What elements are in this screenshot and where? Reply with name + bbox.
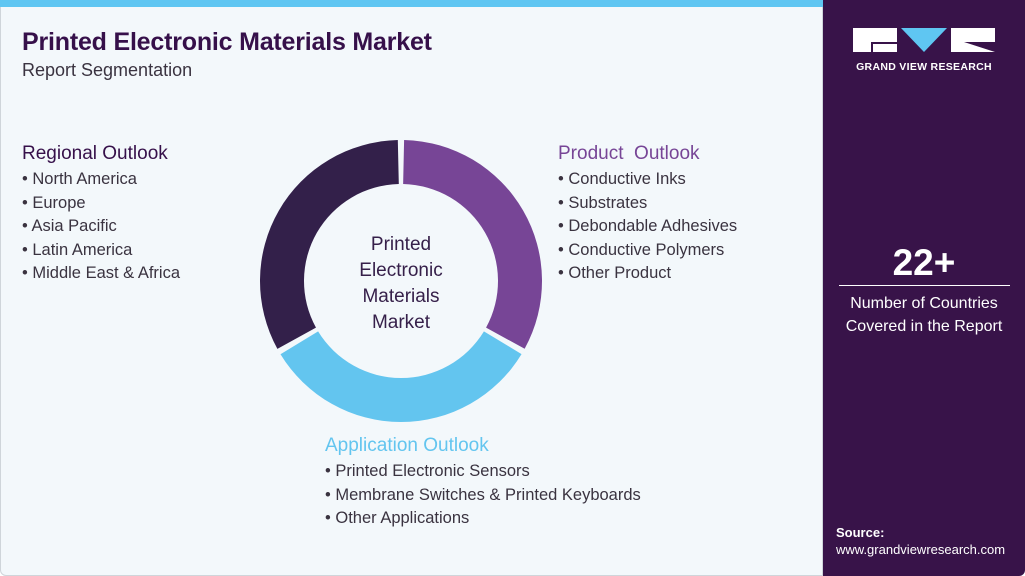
source-url[interactable]: www.grandviewresearch.com <box>836 542 1006 557</box>
countries-description: Number of Countries Covered in the Repor… <box>823 292 1025 338</box>
sidebar-panel <box>823 0 1025 576</box>
regional-heading: Regional Outlook <box>22 143 168 164</box>
list-item: Middle East & Africa <box>22 262 180 286</box>
list-item: Conductive Polymers <box>558 239 737 263</box>
top-accent-bar <box>0 0 823 7</box>
countries-stat: 22+ <box>892 242 956 283</box>
list-item: Printed Electronic Sensors <box>325 460 641 484</box>
center-line: Printed <box>370 234 432 255</box>
center-line: Market <box>371 312 431 333</box>
list-item: Debondable Adhesives <box>558 215 737 239</box>
list-item: Europe <box>22 192 180 216</box>
list-item: Asia Pacific <box>22 215 180 239</box>
divider <box>839 285 1010 286</box>
list-item: Membrane Switches & Printed Keyboards <box>325 484 640 508</box>
regional-outlook: Regional Outlook North America Europe As… <box>22 143 180 286</box>
list-item: Latin America <box>22 239 180 263</box>
center-line: Materials <box>362 286 440 307</box>
donut-segment-regional-outlook <box>260 140 399 349</box>
source-label: Source: <box>836 525 885 540</box>
desc-line: Covered in the Report <box>845 318 1003 335</box>
page-subtitle: Report Segmentation <box>22 60 193 80</box>
donut-segment-application-outlook <box>280 331 522 422</box>
product-outlook: Product Outlook Conductive Inks Substrat… <box>558 143 737 286</box>
page-title: Printed Electronic Materials Market <box>22 28 432 56</box>
list-item: Other Applications <box>325 507 641 531</box>
product-heading: Product Outlook <box>558 143 700 164</box>
segmentation-donut <box>260 140 542 422</box>
center-line: Electronic <box>359 260 443 281</box>
application-outlook: Application Outlook Printed Electronic S… <box>325 435 641 531</box>
donut-segment-product-outlook <box>403 140 542 349</box>
application-heading: Application Outlook <box>325 435 489 456</box>
logo-text: GRAND VIEW RESEARCH <box>856 61 992 73</box>
grand-view-research-logo <box>853 28 995 52</box>
desc-line: Number of Countries <box>850 295 998 312</box>
list-item: Conductive Inks <box>558 168 737 192</box>
list-item: North America <box>22 168 180 192</box>
donut-center-label: Printed Electronic Materials Market <box>321 232 481 336</box>
list-item: Substrates <box>558 192 737 216</box>
list-item: Other Product <box>558 262 737 286</box>
